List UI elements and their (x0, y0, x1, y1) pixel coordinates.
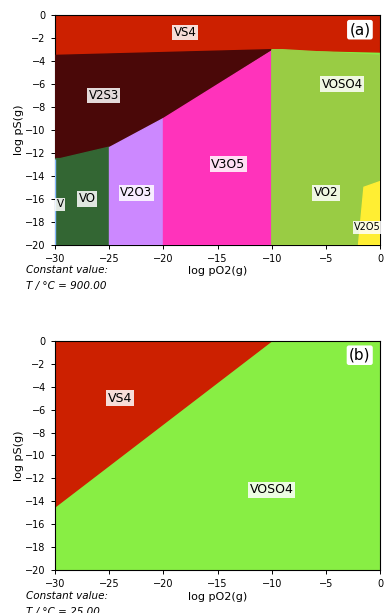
Text: VO2: VO2 (314, 186, 338, 199)
Polygon shape (55, 50, 272, 159)
Text: Constant value:: Constant value: (25, 265, 107, 275)
Text: VS4: VS4 (174, 26, 196, 39)
Text: VS4: VS4 (108, 392, 132, 405)
Text: (b): (b) (349, 348, 370, 363)
Polygon shape (109, 118, 163, 245)
Text: VOSO4: VOSO4 (322, 78, 363, 91)
Polygon shape (55, 15, 380, 55)
Polygon shape (272, 50, 380, 245)
Y-axis label: log pS(g): log pS(g) (14, 105, 24, 155)
Y-axis label: log pS(g): log pS(g) (14, 430, 24, 481)
Text: VO: VO (79, 192, 96, 205)
Text: Constant value:: Constant value: (25, 591, 107, 601)
Polygon shape (55, 15, 380, 245)
Text: T / °C = 25.00: T / °C = 25.00 (25, 607, 100, 613)
Text: VOSO4: VOSO4 (250, 484, 294, 497)
Text: V2O5: V2O5 (354, 223, 381, 232)
Polygon shape (55, 341, 380, 570)
Text: V2S3: V2S3 (89, 89, 119, 102)
Polygon shape (55, 341, 272, 507)
Text: V: V (57, 199, 64, 210)
Text: V3O5: V3O5 (211, 158, 245, 171)
Text: T / °C = 900.00: T / °C = 900.00 (25, 281, 106, 291)
Text: (a): (a) (349, 22, 370, 37)
X-axis label: log pO2(g): log pO2(g) (188, 267, 247, 276)
Polygon shape (163, 50, 272, 245)
X-axis label: log pO2(g): log pO2(g) (188, 592, 247, 602)
Polygon shape (359, 181, 380, 245)
Polygon shape (55, 147, 109, 245)
Text: V2O3: V2O3 (120, 186, 152, 199)
